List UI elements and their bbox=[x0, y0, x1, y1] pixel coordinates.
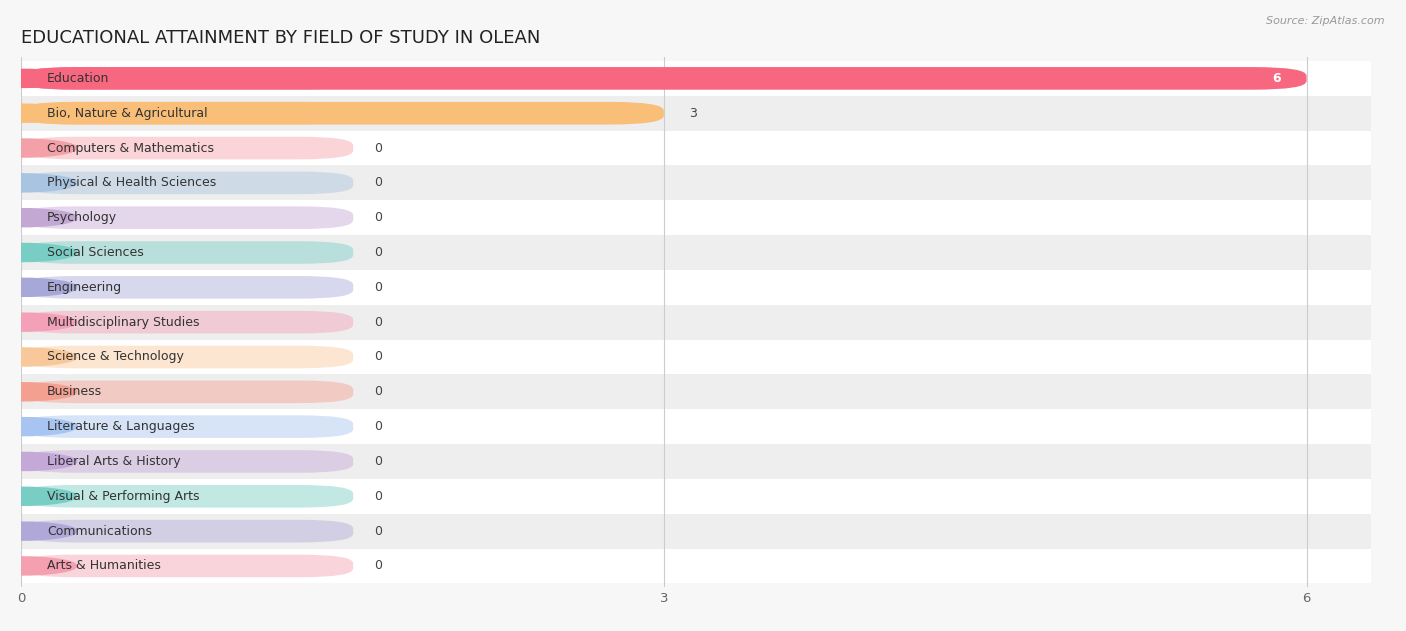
Text: Multidisciplinary Studies: Multidisciplinary Studies bbox=[46, 316, 200, 329]
Text: 6: 6 bbox=[1272, 72, 1281, 85]
Text: Physical & Health Sciences: Physical & Health Sciences bbox=[46, 176, 217, 189]
FancyBboxPatch shape bbox=[21, 67, 1306, 90]
FancyBboxPatch shape bbox=[21, 241, 353, 264]
FancyBboxPatch shape bbox=[21, 346, 353, 369]
Text: Source: ZipAtlas.com: Source: ZipAtlas.com bbox=[1267, 16, 1385, 26]
Bar bbox=[21, 235, 1371, 270]
Bar bbox=[21, 548, 1371, 583]
Text: Engineering: Engineering bbox=[46, 281, 122, 294]
Circle shape bbox=[0, 139, 77, 157]
Bar bbox=[21, 374, 1371, 410]
FancyBboxPatch shape bbox=[21, 276, 353, 298]
Bar bbox=[21, 165, 1371, 200]
FancyBboxPatch shape bbox=[21, 485, 353, 507]
Circle shape bbox=[0, 487, 77, 505]
Text: 0: 0 bbox=[374, 386, 382, 398]
Bar bbox=[21, 96, 1371, 131]
Circle shape bbox=[0, 452, 77, 471]
FancyBboxPatch shape bbox=[21, 450, 353, 473]
FancyBboxPatch shape bbox=[21, 102, 664, 124]
Circle shape bbox=[0, 383, 77, 401]
FancyBboxPatch shape bbox=[21, 380, 353, 403]
FancyBboxPatch shape bbox=[21, 172, 353, 194]
FancyBboxPatch shape bbox=[21, 102, 353, 124]
Text: EDUCATIONAL ATTAINMENT BY FIELD OF STUDY IN OLEAN: EDUCATIONAL ATTAINMENT BY FIELD OF STUDY… bbox=[21, 29, 540, 47]
Circle shape bbox=[0, 278, 77, 297]
Circle shape bbox=[0, 174, 77, 192]
Circle shape bbox=[0, 348, 77, 366]
Bar bbox=[21, 410, 1371, 444]
Bar bbox=[21, 270, 1371, 305]
Text: 0: 0 bbox=[374, 524, 382, 538]
FancyBboxPatch shape bbox=[21, 415, 353, 438]
Text: 0: 0 bbox=[374, 420, 382, 433]
Bar bbox=[21, 200, 1371, 235]
FancyBboxPatch shape bbox=[21, 137, 353, 160]
FancyBboxPatch shape bbox=[21, 311, 353, 333]
Text: Liberal Arts & History: Liberal Arts & History bbox=[46, 455, 180, 468]
Text: 0: 0 bbox=[374, 246, 382, 259]
Text: 0: 0 bbox=[374, 350, 382, 363]
Bar bbox=[21, 514, 1371, 548]
Bar bbox=[21, 131, 1371, 165]
Text: 0: 0 bbox=[374, 176, 382, 189]
Text: 0: 0 bbox=[374, 560, 382, 572]
Text: Bio, Nature & Agricultural: Bio, Nature & Agricultural bbox=[46, 107, 208, 120]
Text: 0: 0 bbox=[374, 316, 382, 329]
Text: 0: 0 bbox=[374, 490, 382, 503]
Text: 0: 0 bbox=[374, 455, 382, 468]
FancyBboxPatch shape bbox=[21, 555, 353, 577]
Circle shape bbox=[0, 313, 77, 331]
Text: Literature & Languages: Literature & Languages bbox=[46, 420, 194, 433]
Circle shape bbox=[0, 104, 77, 122]
Text: Education: Education bbox=[46, 72, 110, 85]
Bar bbox=[21, 61, 1371, 96]
Text: Arts & Humanities: Arts & Humanities bbox=[46, 560, 160, 572]
Bar bbox=[21, 444, 1371, 479]
Bar bbox=[21, 305, 1371, 339]
Text: Computers & Mathematics: Computers & Mathematics bbox=[46, 141, 214, 155]
Circle shape bbox=[0, 69, 77, 88]
Text: Communications: Communications bbox=[46, 524, 152, 538]
Text: Visual & Performing Arts: Visual & Performing Arts bbox=[46, 490, 200, 503]
Text: Science & Technology: Science & Technology bbox=[46, 350, 184, 363]
Text: Social Sciences: Social Sciences bbox=[46, 246, 143, 259]
FancyBboxPatch shape bbox=[21, 520, 353, 543]
Text: 0: 0 bbox=[374, 281, 382, 294]
FancyBboxPatch shape bbox=[21, 206, 353, 229]
Text: 0: 0 bbox=[374, 211, 382, 224]
Circle shape bbox=[0, 418, 77, 435]
Text: 0: 0 bbox=[374, 141, 382, 155]
Bar bbox=[21, 479, 1371, 514]
FancyBboxPatch shape bbox=[21, 67, 353, 90]
Circle shape bbox=[0, 522, 77, 540]
Circle shape bbox=[0, 209, 77, 227]
Bar bbox=[21, 339, 1371, 374]
Text: 3: 3 bbox=[689, 107, 697, 120]
Circle shape bbox=[0, 244, 77, 262]
Circle shape bbox=[0, 557, 77, 575]
Text: Psychology: Psychology bbox=[46, 211, 117, 224]
Text: Business: Business bbox=[46, 386, 101, 398]
